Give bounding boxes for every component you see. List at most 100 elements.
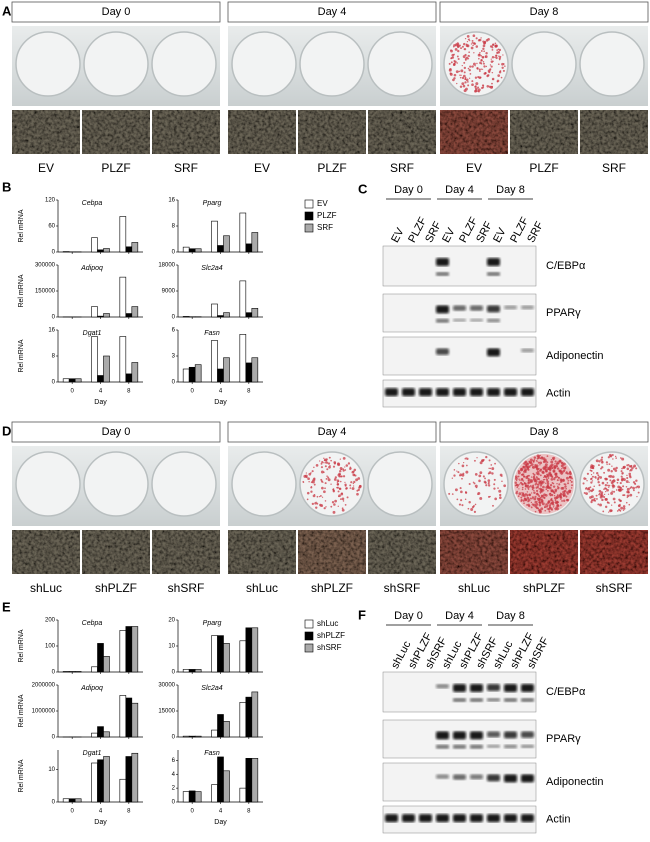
stain-dot	[603, 493, 606, 496]
stain-dot	[550, 489, 554, 493]
stain-dot	[541, 470, 545, 474]
stain-dot	[566, 492, 569, 495]
stain-dot	[632, 486, 635, 490]
stain-dot	[463, 61, 466, 64]
bar	[131, 752, 139, 803]
bar	[182, 316, 190, 318]
stain-dot	[517, 475, 520, 478]
bar	[223, 721, 230, 738]
stain-dot	[356, 489, 359, 492]
stain-dot	[541, 488, 545, 492]
stain-dot	[619, 503, 621, 505]
stain-dot	[621, 467, 623, 470]
blot-band	[487, 272, 500, 276]
x-axis-label: Day	[94, 399, 107, 406]
stain-dot	[545, 482, 547, 484]
stain-dot	[480, 37, 482, 39]
stain-dot	[562, 494, 566, 498]
y-tick-label: 4	[172, 772, 176, 778]
stain-dot	[592, 498, 596, 502]
stain-dot	[464, 53, 467, 57]
stain-dot	[344, 469, 347, 471]
panel-label: D	[2, 423, 11, 438]
stain-dot	[465, 457, 467, 459]
stain-dot	[336, 486, 338, 489]
stain-dot	[474, 65, 476, 67]
stain-dot	[461, 45, 464, 48]
stain-dot	[633, 489, 635, 492]
stain-dot	[560, 498, 562, 501]
micrograph	[228, 530, 296, 574]
stain-dot	[459, 74, 461, 76]
well	[151, 31, 217, 97]
stain-dot	[515, 491, 518, 495]
stain-dot	[526, 494, 529, 497]
stain-dot	[313, 466, 315, 469]
stain-dot	[342, 456, 346, 460]
stain-dot	[516, 484, 520, 487]
stain-dot	[628, 503, 631, 506]
blot-band	[470, 318, 483, 322]
x-tick-label: 4	[99, 809, 103, 815]
stain-dot	[350, 481, 353, 484]
condition-label: PLZF	[101, 161, 130, 175]
blot-band	[470, 305, 483, 311]
stain-dot	[601, 466, 604, 469]
stain-dot	[319, 460, 321, 462]
micrograph	[510, 110, 578, 154]
stain-dot	[324, 482, 327, 485]
stain-dot	[610, 491, 614, 495]
stain-dot	[494, 497, 498, 501]
stain-dot	[475, 486, 478, 489]
y-tick-label: 0	[172, 315, 176, 321]
stain-dot	[520, 481, 523, 484]
blot-band	[453, 814, 466, 823]
bar	[131, 626, 139, 673]
stain-dot	[549, 470, 551, 472]
stain-dot	[461, 504, 464, 507]
stain-dot	[339, 498, 342, 501]
stain-dot	[492, 504, 494, 507]
stain-dot	[554, 499, 557, 502]
stain-dot	[539, 461, 543, 465]
bar	[251, 758, 259, 803]
stain-dot	[464, 76, 467, 79]
stain-dot	[478, 474, 482, 478]
day-header-box	[227, 1, 437, 23]
stain-dot	[520, 498, 523, 501]
day-header: Day 4	[445, 610, 474, 622]
stain-dot	[566, 498, 570, 502]
stain-dot	[319, 494, 322, 497]
bar	[239, 640, 247, 673]
stain-dot	[559, 472, 562, 474]
stain-dot	[526, 491, 529, 493]
stain-dot	[560, 464, 564, 468]
bar	[62, 798, 70, 803]
stain-dot	[544, 478, 546, 481]
protein-label: PPARγ	[546, 307, 581, 319]
x-tick-label: 4	[99, 389, 103, 395]
stain-dot	[469, 39, 471, 42]
day-header-box	[227, 421, 437, 443]
stain-dot	[626, 464, 629, 467]
stain-dot	[344, 484, 347, 487]
stain-dot	[601, 456, 604, 459]
stain-dot	[618, 498, 621, 501]
stain-dot	[489, 85, 493, 89]
stain-dot	[556, 465, 559, 468]
stain-dot	[468, 483, 471, 486]
bar	[62, 671, 70, 673]
stain-dot	[565, 487, 568, 490]
stain-dot	[340, 492, 344, 496]
stain-dot	[560, 480, 563, 482]
bar	[131, 306, 139, 318]
stain-dot	[483, 65, 486, 68]
stain-dot	[548, 510, 551, 513]
x-tick-label: 8	[247, 389, 251, 395]
stain-dot	[532, 465, 536, 469]
condition-label: EV	[38, 161, 54, 175]
stain-dot	[347, 462, 351, 465]
y-tick-label: 0	[172, 800, 176, 806]
blot-band	[436, 814, 449, 823]
stain-dot	[353, 485, 355, 487]
